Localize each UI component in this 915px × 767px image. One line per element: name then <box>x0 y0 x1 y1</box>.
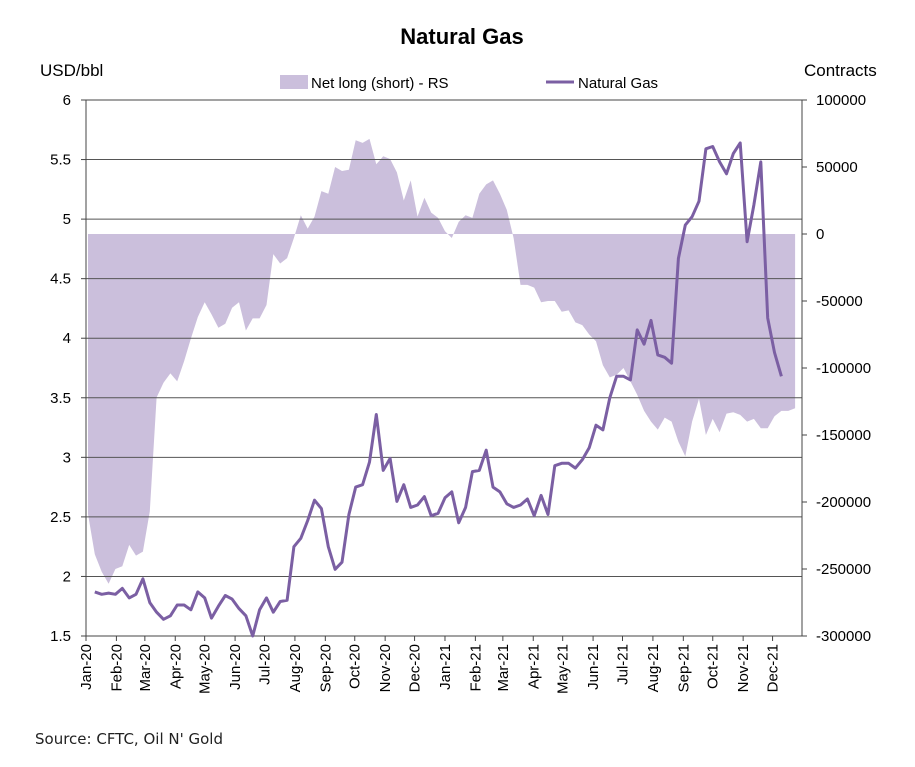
right-tick-label: 50000 <box>816 159 858 176</box>
x-tick-label: Dec-21 <box>765 644 782 692</box>
left-tick-label: 2.5 <box>50 509 71 526</box>
x-tick-label: Jan-21 <box>437 644 454 690</box>
right-tick-label: -50000 <box>816 293 863 310</box>
x-tick-label: Aug-21 <box>645 644 662 692</box>
legend-line-label: Natural Gas <box>578 75 658 92</box>
natural-gas-price-line <box>94 141 783 638</box>
left-tick-label: 4.5 <box>50 271 71 288</box>
x-tick-label: May-20 <box>197 644 214 694</box>
x-tick-label: May-21 <box>555 644 572 694</box>
x-tick-label: Jan-20 <box>78 644 95 690</box>
x-tick-label: Jul-21 <box>615 644 632 685</box>
left-tick-label: 1.5 <box>50 628 71 645</box>
x-tick-label: Feb-21 <box>467 644 484 692</box>
right-tick-label: -150000 <box>816 427 871 444</box>
net-position-area <box>88 138 796 584</box>
x-tick-label: Jun-20 <box>227 644 244 690</box>
x-tick-label: Apr-21 <box>525 644 542 689</box>
x-tick-label: Nov-20 <box>377 644 394 692</box>
x-tick-label: Aug-20 <box>287 644 304 692</box>
right-tick-label: 100000 <box>816 92 866 109</box>
x-tick-label: Sep-20 <box>317 644 334 692</box>
x-tick-label: Jul-20 <box>257 644 274 685</box>
x-tick-label: Feb-20 <box>108 644 125 692</box>
left-tick-label: 6 <box>63 92 71 109</box>
legend: Net long (short) - RS Natural Gas <box>280 75 658 92</box>
x-tick-label: Mar-21 <box>495 644 512 692</box>
right-tick-label: -200000 <box>816 494 871 511</box>
right-axis-label: Contracts <box>804 61 877 80</box>
right-tick-label: -100000 <box>816 360 871 377</box>
left-tick-label: 5.5 <box>50 152 71 169</box>
chart-title: Natural Gas <box>400 24 524 49</box>
left-tick-label: 3.5 <box>50 390 71 407</box>
left-axis-label: USD/bbl <box>40 61 103 80</box>
left-tick-label: 3 <box>63 449 71 466</box>
x-tick-label: Nov-21 <box>735 644 752 692</box>
x-tick-label: Oct-20 <box>347 644 364 689</box>
left-tick-label: 5 <box>63 211 71 228</box>
x-tick-label: Mar-20 <box>137 644 154 692</box>
x-tick-label: Oct-21 <box>705 644 722 689</box>
x-tick-label: Apr-20 <box>167 644 184 689</box>
left-tick-label: 2 <box>63 568 71 585</box>
plot-area: 1.5 2 2.5 3 3.5 4 4.5 5 5.5 6 -300000 -250000 -20000… <box>50 92 871 694</box>
left-tick-label: 4 <box>63 330 71 347</box>
x-tick-label: Jun-21 <box>585 644 602 690</box>
right-tick-label: -250000 <box>816 561 871 578</box>
x-tick-label: Dec-20 <box>407 644 424 692</box>
source-note: Source: CFTC, Oil N' Gold <box>35 730 223 748</box>
x-tick-label: Sep-21 <box>675 644 692 692</box>
legend-area-label: Net long (short) - RS <box>311 75 449 92</box>
right-tick-label: 0 <box>816 226 824 243</box>
right-tick-label: -300000 <box>816 628 871 645</box>
legend-area-swatch <box>280 75 308 89</box>
